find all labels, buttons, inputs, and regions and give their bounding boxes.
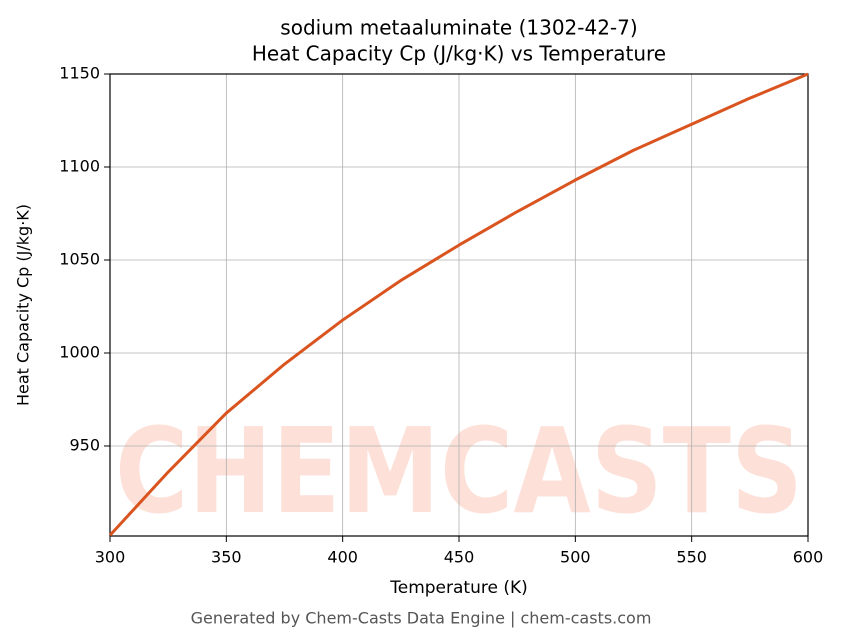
plot-frame — [109, 73, 809, 537]
footer: Generated by Chem-Casts Data Engine | ch… — [191, 609, 652, 628]
x-tick-label: 400 — [327, 548, 358, 567]
x-tick-label: 550 — [676, 548, 707, 567]
x-tick-label: 600 — [793, 548, 824, 567]
x-tick-label: 450 — [444, 548, 475, 567]
y-tick-label: 950 — [69, 435, 100, 454]
y-tick-label: 1000 — [59, 342, 100, 361]
y-tick-label: 1100 — [59, 156, 100, 175]
y-tick-label: 1150 — [59, 64, 100, 83]
chart-title: sodium metaaluminate (1302-42-7) — [280, 16, 637, 40]
x-tick-label: 350 — [211, 548, 242, 567]
y-tick-label: 1050 — [59, 249, 100, 268]
y-axis-label: Heat Capacity Cp (J/kg·K) — [14, 204, 33, 406]
x-tick-label: 300 — [95, 548, 126, 567]
x-tick-label: 500 — [560, 548, 591, 567]
line-series — [108, 72, 809, 537]
chart-subtitle: Heat Capacity Cp (J/kg·K) vs Temperature — [252, 42, 666, 66]
x-axis-label: Temperature (K) — [389, 578, 528, 598]
